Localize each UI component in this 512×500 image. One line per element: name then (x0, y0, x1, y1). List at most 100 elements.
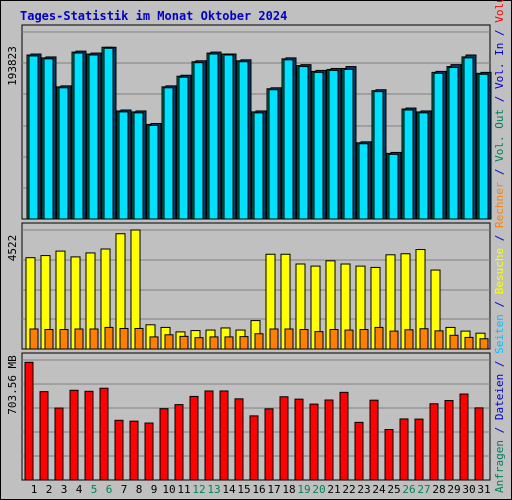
x-tick-label: 21 (327, 483, 340, 496)
legend-segment: Rechner (493, 181, 506, 228)
y-max-label-visits: 4522 (6, 235, 19, 262)
bar-pages (178, 76, 189, 220)
bar-pages (238, 61, 249, 220)
bar-pages (298, 66, 309, 220)
legend-segment: / (493, 294, 506, 314)
x-tick-label: 25 (387, 483, 400, 496)
bar-pages (223, 54, 234, 220)
x-tick-label: 26 (402, 483, 415, 496)
bar-volume (309, 403, 319, 481)
x-tick-label: 29 (447, 483, 460, 496)
bar-volume (339, 391, 349, 481)
x-tick-label: 12 (192, 483, 205, 496)
bar-pages (403, 109, 414, 220)
x-tick-label: 2 (46, 483, 53, 496)
x-tick-label: 19 (297, 483, 310, 496)
legend-segment: / (493, 420, 506, 440)
bar-volume (234, 398, 244, 481)
bar-pages (148, 124, 159, 220)
bar-sites (224, 336, 234, 350)
bar-sites (479, 338, 489, 350)
x-tick-label: 11 (177, 483, 190, 496)
bar-sites (59, 329, 69, 350)
bar-pages (343, 68, 354, 220)
x-tick-label: 27 (417, 483, 430, 496)
bar-sites (254, 333, 264, 350)
bar-pages (373, 91, 384, 220)
x-tick-label: 16 (252, 483, 265, 496)
bar-volume (459, 393, 469, 481)
bar-sites (179, 335, 189, 350)
bar-volume (279, 396, 289, 481)
bar-sites (374, 326, 384, 350)
bar-pages (328, 69, 339, 220)
x-tick-label: 22 (342, 483, 355, 496)
bar-pages (73, 52, 84, 220)
bar-pages (193, 62, 204, 220)
bar-volume (39, 391, 49, 481)
x-tick-label: 18 (282, 483, 295, 496)
bar-pages (163, 87, 174, 220)
x-tick-label: 3 (61, 483, 68, 496)
legend-segment: Vol. In (493, 43, 506, 89)
legend-segment: / (493, 23, 506, 43)
bar-volume (324, 399, 334, 481)
bar-sites (44, 329, 54, 350)
bar-volume (144, 422, 154, 481)
legend-segment: Anfragen (493, 440, 506, 493)
bar-volume (369, 399, 379, 481)
bar-pages (418, 112, 429, 220)
bar-sites (119, 327, 129, 350)
x-tick-label: 23 (357, 483, 370, 496)
series-legend: Anfragen / Dateien / Seiten / Besuche / … (493, 0, 506, 493)
x-tick-label: 1 (31, 483, 38, 496)
x-tick-label: 17 (267, 483, 280, 496)
bar-volume (429, 403, 439, 481)
bar-pages (103, 47, 114, 220)
bar-pages (283, 59, 294, 220)
bar-volume (294, 398, 304, 481)
bar-sites (194, 337, 204, 350)
bar-pages (463, 57, 474, 220)
bar-sites (434, 330, 444, 350)
bar-sites (299, 329, 309, 350)
bar-sites (389, 330, 399, 350)
bar-sites (464, 336, 474, 350)
bar-pages (313, 71, 324, 220)
bar-volume (99, 387, 109, 481)
legend-segment: / (493, 228, 506, 248)
bar-volume (24, 361, 34, 481)
bar-volume (354, 421, 364, 481)
bar-pages (433, 72, 444, 220)
bar-pages (268, 89, 279, 220)
legend-segment: / (493, 162, 506, 182)
bar-volume (54, 407, 64, 481)
bar-volume (189, 395, 199, 481)
bar-volume (174, 404, 184, 481)
bar-volume (219, 390, 229, 481)
bar-volume (84, 390, 94, 481)
bar-volume (474, 407, 484, 481)
bar-pages (253, 112, 264, 220)
bar-pages (478, 73, 489, 220)
x-tick-label: 7 (121, 483, 128, 496)
legend-segment: Dateien (493, 374, 506, 420)
bar-sites (314, 331, 324, 350)
bar-pages (448, 67, 459, 220)
legend-segment: Besuche (493, 248, 506, 294)
bar-pages (133, 112, 144, 220)
bar-pages (88, 54, 99, 220)
bar-sites (269, 328, 279, 350)
bar-volume (384, 429, 394, 481)
bar-pages (58, 87, 69, 220)
bar-sites (284, 328, 294, 350)
x-tick-label: 30 (462, 483, 475, 496)
x-tick-label: 28 (432, 483, 445, 496)
legend-segment: Seiten (493, 314, 506, 354)
bar-pages (358, 143, 369, 220)
x-tick-label: 24 (372, 483, 386, 496)
bar-volume (159, 408, 169, 481)
legend-segment: / (493, 354, 506, 374)
